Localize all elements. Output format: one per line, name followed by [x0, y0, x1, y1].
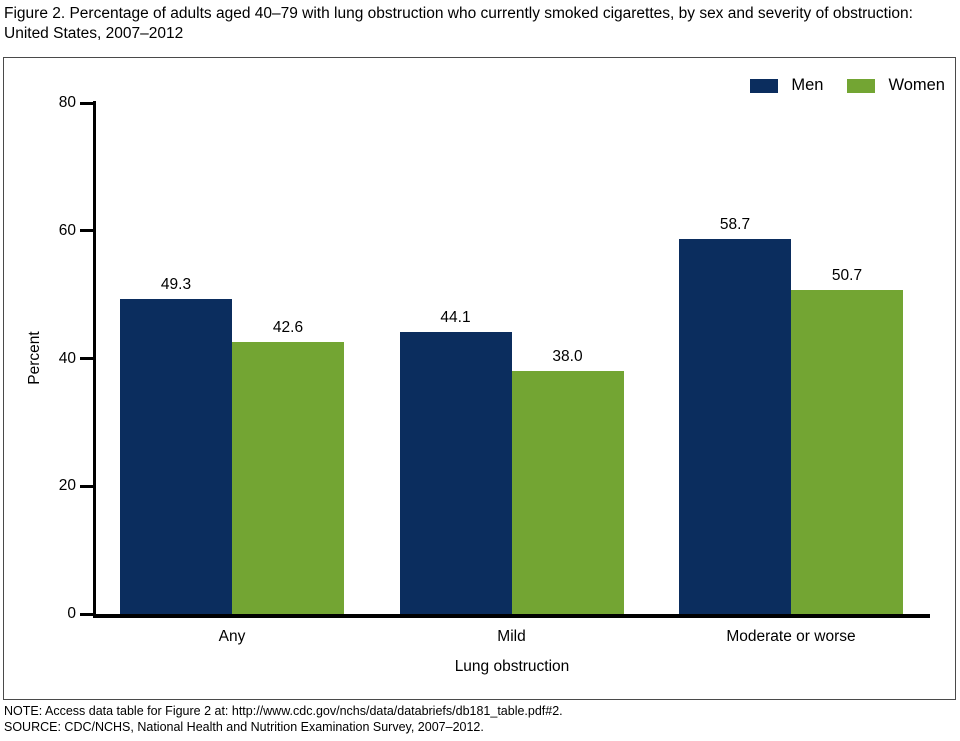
- bar-men-1: [120, 299, 232, 614]
- men-legend-swatch-icon: [750, 78, 779, 93]
- x-category-label: Any: [218, 628, 246, 645]
- x-axis-line: [93, 614, 930, 618]
- y-tick: [80, 357, 93, 360]
- legend-item-men: Men: [750, 76, 823, 95]
- legend-label-men: Men: [791, 76, 824, 94]
- y-tick-label: 80: [58, 94, 76, 111]
- bar-value-label: 50.7: [831, 267, 863, 285]
- source-line: SOURCE: CDC/NCHS, National Health and Nu…: [4, 720, 484, 734]
- legend-label-women: Women: [888, 76, 945, 94]
- bar-women-1: [232, 341, 344, 614]
- figure-title: Figure 2. Percentage of adults aged 40–7…: [4, 5, 913, 42]
- bar-women-3: [791, 290, 903, 614]
- y-tick-label: 20: [58, 477, 76, 495]
- bar-value-label: 42.6: [272, 318, 304, 336]
- legend: Men Women: [750, 76, 945, 95]
- x-category-label: Mild: [497, 628, 526, 645]
- y-axis-line: [93, 101, 96, 616]
- y-tick-label: 0: [67, 605, 76, 622]
- chart-frame: Men Women Percent 0 20 40 60 80 49.3 42.6 44.1…: [3, 57, 956, 700]
- x-category-label: Moderate or worse: [726, 628, 856, 645]
- y-tick: [80, 484, 93, 488]
- y-tick-label: 60: [58, 221, 76, 239]
- bar-value-label: 58.7: [719, 216, 751, 234]
- y-tick: [80, 229, 93, 233]
- women-legend-swatch-icon: [847, 78, 876, 93]
- y-tick: [80, 101, 93, 105]
- y-tick-label: 40: [58, 349, 76, 367]
- note-line: NOTE: Access data table for Figure 2 at:…: [4, 704, 563, 718]
- bar-men-3: [679, 239, 791, 614]
- bar-value-label: 49.3: [160, 276, 192, 294]
- bar-women-2: [511, 371, 624, 614]
- bar-value-label: 38.0: [552, 348, 583, 366]
- bar-men-2: [399, 332, 512, 614]
- figure-notes: NOTE: Access data table for Figure 2 at:…: [4, 703, 563, 735]
- y-tick: [80, 612, 93, 616]
- legend-item-women: Women: [847, 76, 945, 95]
- x-axis-title: Lung obstruction: [454, 658, 570, 675]
- bar-value-label: 44.1: [440, 309, 471, 327]
